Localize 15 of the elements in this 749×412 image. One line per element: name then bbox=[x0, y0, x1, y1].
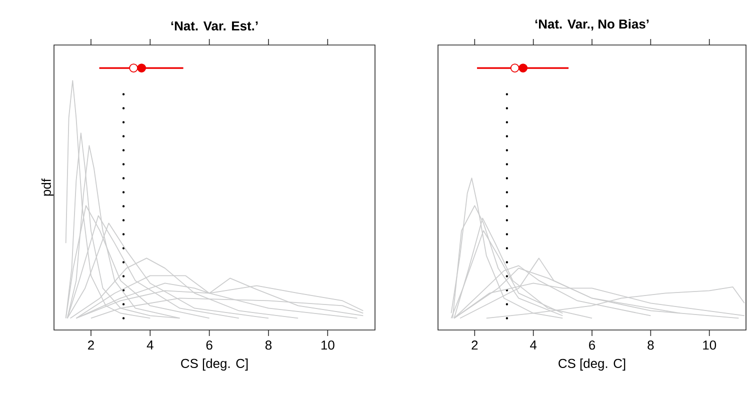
x-tick-label: 6 bbox=[589, 340, 596, 350]
chart-title: ‘Nat. Var., No Bias’ bbox=[535, 19, 649, 30]
x-tick-label: 4 bbox=[146, 340, 154, 350]
x-tick-label: 4 bbox=[530, 340, 537, 350]
x-tick-label: 8 bbox=[265, 340, 272, 350]
x-tick-label: 2 bbox=[472, 340, 478, 350]
x-tick-label: 10 bbox=[321, 340, 334, 350]
x-axis-title: CS [deg. C] bbox=[181, 358, 248, 371]
x-tick-label: 2 bbox=[88, 340, 94, 350]
x-axis-title: CS [deg. C] bbox=[558, 358, 626, 371]
chart-title: ‘Nat. Var. Est.’ bbox=[171, 21, 258, 31]
x-tick-label: 8 bbox=[648, 340, 654, 350]
x-tick-label: 6 bbox=[206, 340, 212, 350]
y-axis-title: pdf bbox=[41, 178, 54, 196]
x-tick-label: 10 bbox=[703, 340, 716, 350]
